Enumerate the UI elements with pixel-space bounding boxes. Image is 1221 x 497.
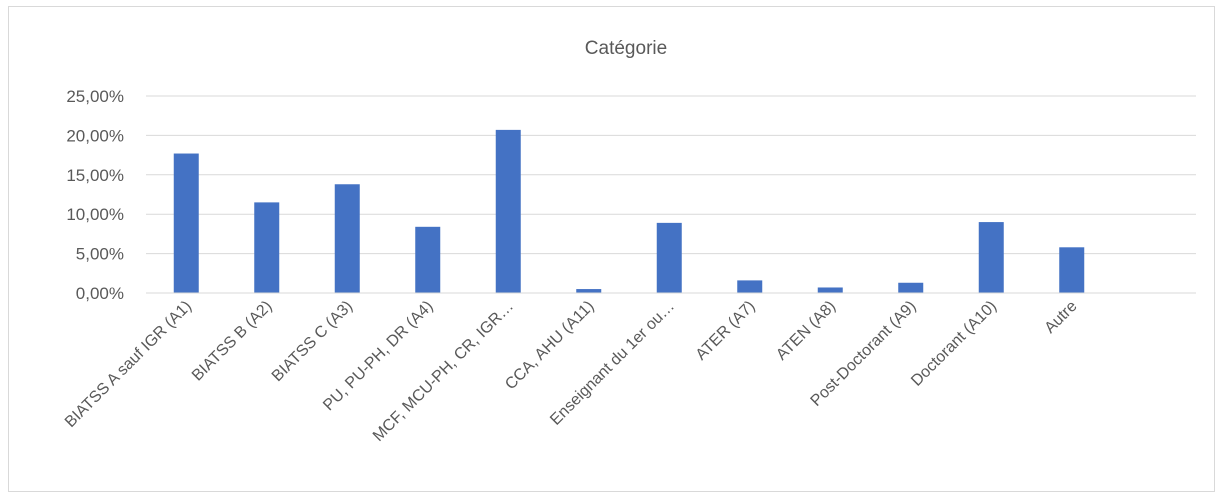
x-tick-label: MCF, MCU-PH, CR, IGR… (370, 298, 517, 445)
bar (1059, 247, 1085, 293)
bar (415, 226, 441, 293)
x-tick-label: BIATSS B (A2) (189, 298, 276, 385)
x-tick-label: CCA, AHU (A11) (502, 298, 597, 393)
x-tick-label: BIATSS A sauf IGR (A1) (62, 298, 195, 431)
x-tick-label: Autre (1042, 298, 1081, 337)
bar (495, 129, 521, 293)
chart-area: Catégorie 0,00% 5,00% 10,00% 15,00% 20,00% 25… (8, 6, 1215, 492)
x-tick-label: BIATSS C (A3) (269, 298, 356, 385)
bar (898, 282, 924, 293)
y-tick-label: 5,00% (76, 245, 124, 264)
bar-chart: Catégorie 0,00% 5,00% 10,00% 15,00% 20,00% 25… (62, 38, 1196, 445)
x-tick-label: Doctorant (A10) (908, 298, 1000, 390)
bar (173, 153, 199, 293)
y-tick-label: 10,00% (66, 205, 124, 224)
y-tick-label: 0,00% (76, 284, 124, 303)
bar (656, 222, 682, 293)
bar (737, 280, 763, 293)
x-axis: BIATSS A sauf IGR (A1)BIATSS B (A2)BIATS… (62, 292, 1196, 445)
y-tick-label: 15,00% (66, 166, 124, 185)
chart-title: Catégorie (585, 38, 667, 59)
x-tick-label: ATER (A7) (693, 298, 759, 364)
bar (576, 289, 602, 293)
x-tick-label: ATEN (A8) (773, 298, 839, 364)
bar (334, 184, 360, 293)
y-tick-label: 20,00% (66, 126, 124, 145)
y-axis: 0,00% 5,00% 10,00% 15,00% 20,00% 25,00% (66, 87, 124, 303)
y-tick-label: 25,00% (66, 87, 124, 106)
bar (254, 202, 280, 293)
bars (173, 129, 1085, 293)
bar (978, 222, 1004, 293)
bar (817, 287, 843, 293)
